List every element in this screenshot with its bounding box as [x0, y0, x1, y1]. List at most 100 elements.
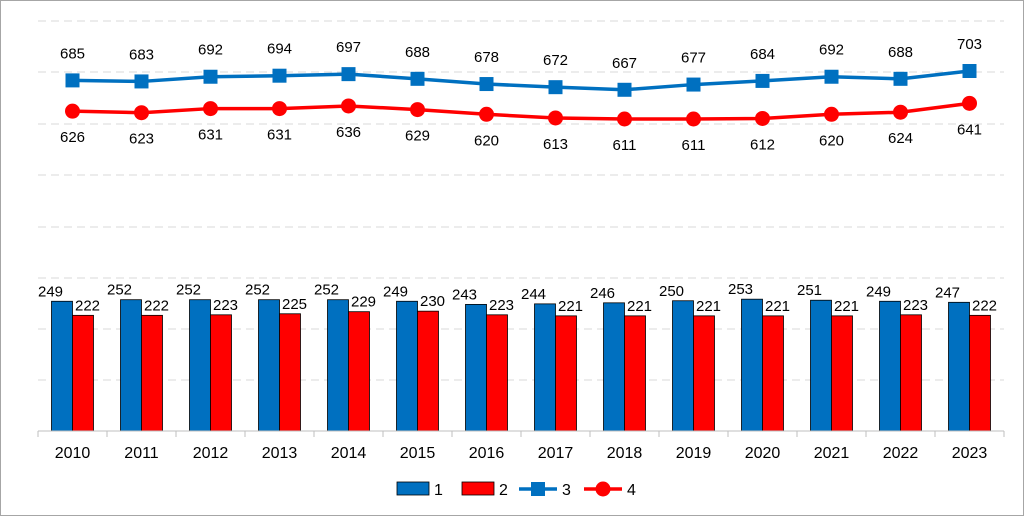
bar-series-1 — [741, 298, 763, 432]
x-tick-label: 2023 — [952, 445, 988, 462]
data-label-series-2: 222 — [75, 297, 100, 314]
x-tick-label: 2019 — [676, 445, 712, 462]
data-label-series-2: 221 — [834, 298, 859, 315]
data-label-series-2: 221 — [696, 298, 721, 315]
bar-series-2 — [417, 310, 439, 432]
data-label-series-2: 229 — [351, 294, 376, 311]
data-label-series-1: 252 — [314, 282, 339, 299]
line-series-3-marker — [824, 69, 839, 84]
data-label-series-2: 222 — [972, 297, 997, 314]
bar-series-2 — [969, 314, 991, 432]
line-series-3-label: 703 — [957, 36, 982, 53]
bar-series-1 — [603, 302, 625, 432]
line-series-4-line — [72, 101, 970, 121]
bar-series-2 — [693, 315, 715, 432]
data-label-series-2: 223 — [903, 297, 928, 314]
line-series-3-marker — [134, 74, 149, 89]
line-series-3-label: 694 — [267, 41, 292, 58]
line-series-3-marker — [65, 73, 80, 88]
line-series-3-label: 688 — [405, 44, 430, 61]
bar-series-2 — [486, 314, 508, 432]
line-series-3-label: 678 — [474, 49, 499, 66]
bar-series-2 — [141, 314, 163, 432]
data-label-series-2: 221 — [558, 298, 583, 315]
line-series-4-label: 631 — [198, 127, 223, 144]
line-series-4-label: 623 — [129, 131, 154, 148]
legend-label-2: 2 — [499, 482, 508, 499]
bar-series-1 — [120, 299, 142, 432]
line-series-3-label: 685 — [60, 45, 85, 62]
data-label-series-1: 247 — [935, 284, 960, 301]
line-series-3-marker — [341, 67, 356, 82]
x-tick-label: 2012 — [193, 445, 229, 462]
bar-series-2 — [348, 311, 370, 432]
data-label-series-1: 252 — [176, 282, 201, 299]
legend-marker-4 — [595, 481, 611, 497]
legend-label-3: 3 — [562, 482, 571, 499]
line-series-3-label: 688 — [888, 44, 913, 61]
bar-series — [51, 298, 991, 432]
line-series-4-label: 613 — [543, 136, 568, 153]
line-series-4-marker — [548, 110, 563, 126]
line-series-3-label: 692 — [819, 42, 844, 59]
data-label-series-1: 249 — [866, 283, 891, 300]
data-labels: 249 222 252 222 252 223 252 225 252 229 249 230 243 2… — [38, 36, 997, 315]
data-label-series-2: 223 — [489, 297, 514, 314]
line-series-3-line — [72, 69, 970, 92]
line-series-4-marker — [479, 106, 494, 122]
line-series-4-marker — [272, 101, 287, 117]
line-series-4-label: 611 — [613, 137, 637, 154]
data-label-series-1: 249 — [383, 283, 408, 300]
line-series-4-marker — [410, 102, 425, 118]
bar-series-2 — [900, 314, 922, 432]
line-series-4-label: 631 — [267, 127, 292, 144]
bar-series-2 — [555, 315, 577, 432]
line-series-4-marker — [686, 111, 701, 127]
line-series-3-marker — [686, 77, 701, 92]
bar-series-1 — [810, 299, 832, 432]
data-label-series-1: 246 — [590, 285, 615, 302]
x-tick-label: 2016 — [469, 445, 505, 462]
data-label-series-1: 249 — [38, 283, 63, 300]
data-label-series-2: 230 — [420, 293, 445, 310]
line-series-3-label: 683 — [129, 46, 154, 63]
bar-series-1 — [879, 300, 901, 432]
line-series-4-marker — [824, 106, 839, 122]
data-label-series-2: 223 — [213, 297, 238, 314]
data-label-series-1: 252 — [245, 282, 270, 299]
line-series-4-label: 620 — [474, 132, 499, 149]
data-label-series-1: 250 — [659, 283, 684, 300]
bar-series-1 — [465, 303, 487, 432]
line-series-4-marker — [962, 95, 977, 111]
legend: 1 2 3 4 — [396, 481, 636, 499]
bar-series-1 — [189, 299, 211, 432]
x-tick-label: 2017 — [538, 445, 574, 462]
bar-series-1 — [534, 303, 556, 432]
bar-series-2 — [72, 314, 94, 432]
bar-series-1 — [396, 300, 418, 432]
legend-swatch-2 — [461, 481, 495, 496]
x-tick-label: 2014 — [331, 445, 367, 462]
line-series-4-marker — [755, 110, 770, 126]
data-label-series-1: 251 — [797, 282, 822, 299]
line-series-3-marker — [755, 73, 770, 88]
bar-series-1 — [258, 299, 280, 432]
legend-swatch-1 — [396, 481, 430, 496]
bar-series-2 — [624, 315, 646, 432]
bar-series-1 — [327, 299, 349, 432]
x-tick-label: 2020 — [745, 445, 781, 462]
line-series-3-label: 692 — [198, 42, 223, 59]
line-series-3-marker — [479, 77, 494, 92]
line-series-3-label: 684 — [750, 46, 775, 63]
x-tick-label: 2015 — [400, 445, 436, 462]
x-tick-label: 2013 — [262, 445, 298, 462]
line-series-3-marker — [893, 71, 908, 86]
x-tick-label: 2010 — [55, 445, 91, 462]
line-series-4-marker — [617, 111, 632, 127]
bar-series-1 — [51, 300, 73, 432]
bar-series-1 — [948, 301, 970, 432]
x-axis: 2010 2011 2012 2013 2014 2015 2016 2017 2018 2019… — [37, 430, 1005, 462]
line-series-3-marker — [962, 64, 977, 78]
